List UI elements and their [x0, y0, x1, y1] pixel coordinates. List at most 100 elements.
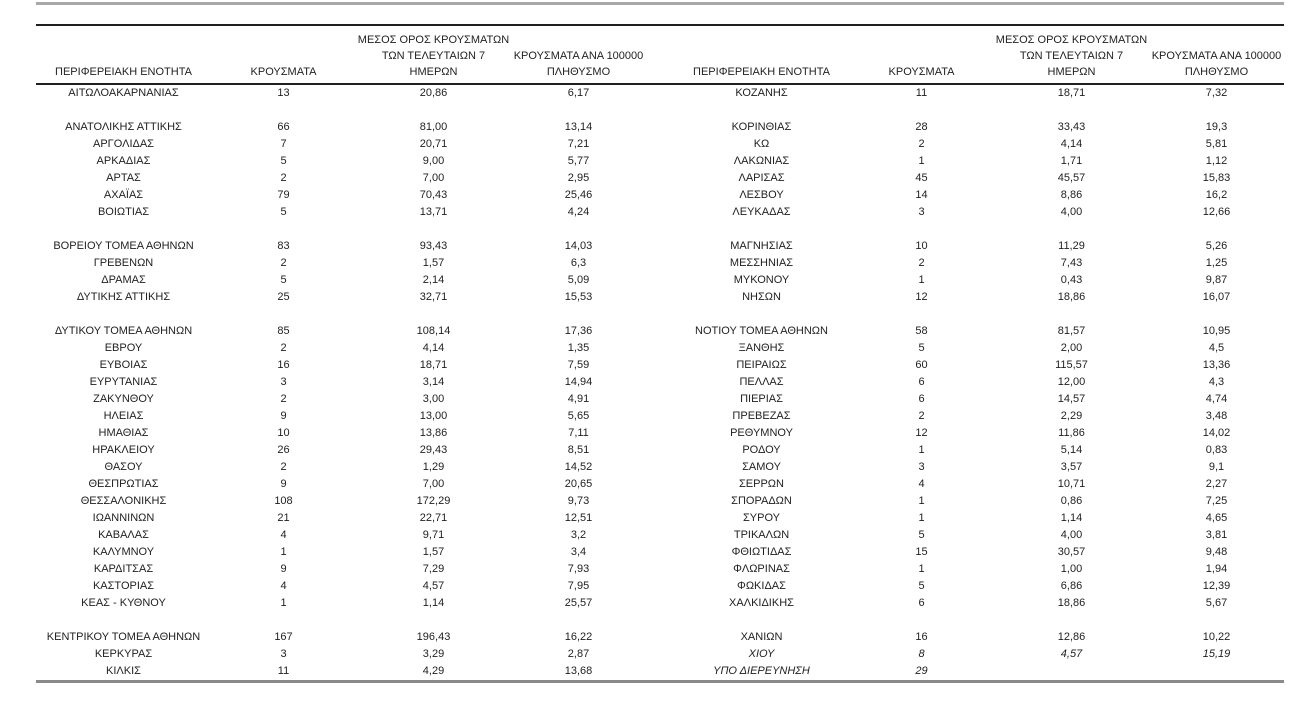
left-name-cell: ΚΕΝΤΡΙΚΟΥ ΤΟΜΕΑ ΑΘΗΝΩΝ: [46, 631, 201, 643]
right-cases-cell: 5: [918, 529, 925, 541]
left-name-cell: ΗΜΑΘΙΑΣ: [98, 427, 149, 439]
right-avg-cell: 2,00: [1060, 342, 1083, 354]
right-cases-cell: 29: [915, 665, 928, 677]
header-gap: [646, 25, 674, 85]
left-avg-cell: 70,43: [419, 189, 448, 201]
gap-cell: [646, 561, 674, 578]
right-name-cell: ΞΑΝΘΗΣ: [738, 342, 785, 354]
table-row: ΚΙΛΚΙΣ 11 4,29 13,68 ΥΠΟ ΔΙΕΡΕΥΝΗΣΗ 29: [36, 663, 1284, 682]
gap-cell: [646, 425, 674, 442]
right-cases-cell: 1: [918, 155, 925, 167]
left-per100k-cell: 2,87: [567, 648, 590, 660]
gap-cell: [646, 187, 674, 204]
left-cases-cell: 4: [280, 529, 287, 541]
left-name-cell: [36, 102, 211, 119]
right-name-cell: ΛΕΣΒΟΥ: [739, 189, 784, 201]
left-per100k-cell: 5,77: [567, 155, 590, 167]
right-name-cell: ΠΕΛΛΑΣ: [739, 376, 784, 388]
right-cases-cell: 28: [915, 121, 928, 133]
right-name-cell: [674, 102, 849, 119]
left-name-cell: ΙΩΑΝΝΙΝΩΝ: [92, 512, 155, 524]
right-per100k-cell: [1149, 663, 1284, 682]
left-avg-cell: 20,86: [419, 87, 448, 99]
table-row: ΚΑΡΔΙΤΣΑΣ 9 7,29 7,93 ΦΛΩΡΙΝΑΣ 1 1,00 1,94: [36, 561, 1284, 578]
right-cases-cell: 12: [915, 427, 928, 439]
table-row: ΑΡΓΟΛΙΔΑΣ 7 20,71 7,21 ΚΩ 2 4,14 5,81: [36, 136, 1284, 153]
top-divider-bar: [36, 2, 1284, 5]
left-per100k-cell: 14,94: [564, 376, 593, 388]
header-cases-right: ΚΡΟΥΣΜΑΤΑ: [849, 25, 994, 85]
right-per100k-cell: 12,66: [1202, 206, 1231, 218]
right-cases-cell: 1: [918, 444, 925, 456]
left-name-cell: ΘΕΣΣΑΛΟΝΙΚΗΣ: [80, 495, 167, 507]
gap-cell: [646, 527, 674, 544]
table-row: ΘΕΣΣΑΛΟΝΙΚΗΣ 108 172,29 9,73 ΣΠΟΡΑΔΩΝ 1 0,86 7,…: [36, 493, 1284, 510]
right-cases-cell: 3: [918, 206, 925, 218]
left-name-cell: ΚΑΛΥΜΝΟΥ: [92, 546, 155, 558]
right-cases-cell: 10: [915, 240, 928, 252]
right-avg-cell: 18,71: [1057, 87, 1086, 99]
right-per100k-cell: 4,5: [1208, 342, 1225, 354]
left-cases-cell: [211, 102, 356, 119]
table-row: ΕΥΡΥΤΑΝΙΑΣ 3 3,14 14,94 ΠΕΛΛΑΣ 6 12,00 4,3: [36, 374, 1284, 391]
left-per100k-cell: 14,03: [564, 240, 593, 252]
right-per100k-cell: 12,39: [1202, 580, 1231, 592]
right-name-cell: ΦΩΚΙΔΑΣ: [737, 580, 786, 592]
left-avg-cell: 9,00: [422, 155, 445, 167]
left-name-cell: ΘΑΣΟΥ: [104, 461, 143, 473]
left-avg-cell: 22,71: [419, 512, 448, 524]
right-name-cell: ΜΥΚΟΝΟΥ: [733, 274, 790, 286]
left-avg-cell: 108,14: [416, 325, 451, 337]
left-cases-cell: 26: [277, 444, 290, 456]
left-name-cell: ΑΙΤΩΛΟΑΚΑΡΝΑΝΙΑΣ: [68, 87, 179, 99]
spacer-row: [36, 221, 1284, 238]
right-name-cell: ΛΑΡΙΣΑΣ: [738, 172, 785, 184]
right-cases-cell: 16: [915, 631, 928, 643]
right-name-cell: ΣΑΜΟΥ: [742, 461, 781, 473]
left-cases-cell: 2: [280, 461, 287, 473]
table-row: ΙΩΑΝΝΙΝΩΝ 21 22,71 12,51 ΣΥΡΟΥ 1 1,14 4,65: [36, 510, 1284, 527]
table-row: ΔΥΤΙΚΗΣ ΑΤΤΙΚΗΣ 25 32,71 15,53 ΝΗΣΩΝ 12 18,86 1…: [36, 289, 1284, 306]
left-avg-cell: 2,14: [422, 274, 445, 286]
gap-cell: [646, 170, 674, 187]
right-avg-cell: 1,14: [1060, 512, 1083, 524]
left-avg-cell: 196,43: [416, 631, 451, 643]
right-avg-cell: 4,14: [1060, 138, 1083, 150]
left-avg-cell: 7,29: [422, 563, 445, 575]
right-cases-cell: 2: [918, 138, 925, 150]
table-row: ΕΒΡΟΥ 2 4,14 1,35 ΞΑΝΘΗΣ 5 2,00 4,5: [36, 340, 1284, 357]
left-cases-cell: 3: [280, 648, 287, 660]
right-avg-cell: 0,86: [1060, 495, 1083, 507]
gap-cell: [646, 578, 674, 595]
right-avg-cell: 115,57: [1055, 359, 1088, 371]
left-avg-cell: 9,71: [422, 529, 445, 541]
left-name-cell: [36, 221, 211, 238]
right-avg-cell: 8,86: [1060, 189, 1083, 201]
right-cases-cell: 1: [918, 512, 925, 524]
right-name-cell: ΚΟΡΙΝΘΙΑΣ: [731, 121, 792, 133]
gap-cell: [646, 153, 674, 170]
right-per100k-cell: 7,32: [1205, 87, 1228, 99]
left-name-cell: ΑΡΤΑΣ: [106, 172, 141, 184]
left-per100k-cell: 7,21: [567, 138, 590, 150]
right-cases-cell: 6: [918, 597, 925, 609]
left-avg-cell: 13,86: [419, 427, 448, 439]
right-per100k-cell: [1149, 306, 1284, 323]
left-per100k-cell: 7,11: [568, 427, 589, 439]
left-cases-cell: 16: [277, 359, 290, 371]
left-per100k-cell: [511, 102, 646, 119]
left-cases-cell: 108: [274, 495, 293, 507]
right-avg-cell: 3,57: [1060, 461, 1083, 473]
right-per100k-cell: 1,25: [1205, 257, 1228, 269]
right-avg-cell: 6,86: [1060, 580, 1083, 592]
left-avg-cell: 7,00: [422, 172, 445, 184]
gap-cell: [646, 374, 674, 391]
right-avg-cell: 2,29: [1060, 410, 1083, 422]
left-name-cell: ΚΕΑΣ - ΚΥΘΝΟΥ: [81, 597, 166, 609]
left-cases-cell: 1: [280, 597, 287, 609]
right-name-cell: ΧΙΟΥ: [748, 648, 775, 660]
left-avg-cell: [356, 102, 511, 119]
left-per100k-cell: [511, 221, 646, 238]
spacer-row: [36, 612, 1284, 629]
table-row: ΚΕΡΚΥΡΑΣ 3 3,29 2,87 ΧΙΟΥ 8 4,57 15,19: [36, 646, 1284, 663]
